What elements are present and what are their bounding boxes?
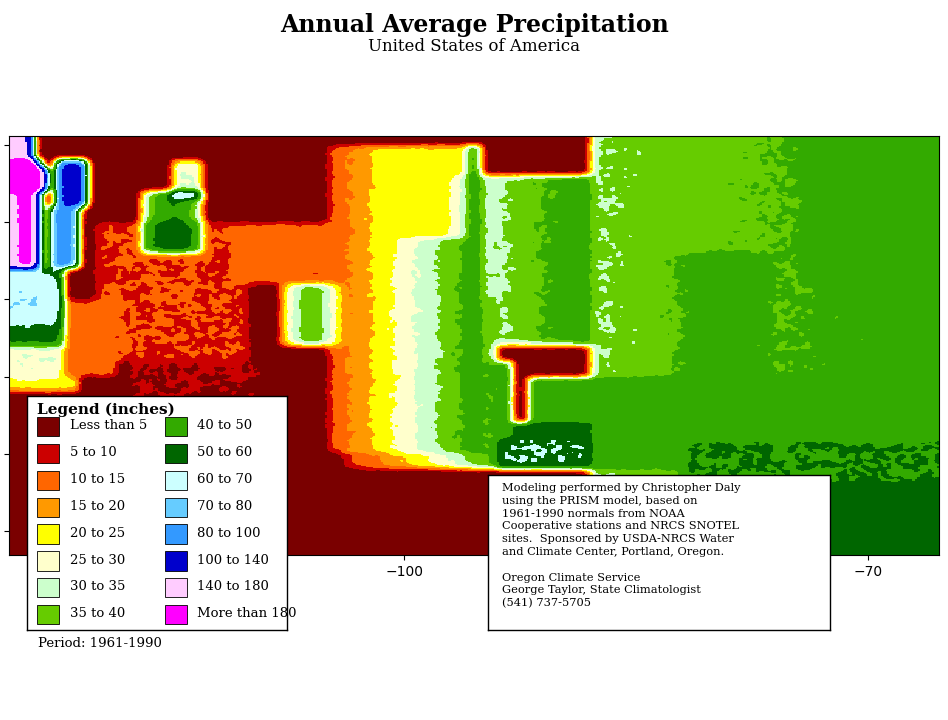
- Text: 50 to 60: 50 to 60: [197, 446, 252, 459]
- FancyBboxPatch shape: [37, 498, 59, 517]
- Text: 80 to 100: 80 to 100: [197, 526, 261, 539]
- FancyBboxPatch shape: [165, 471, 187, 490]
- FancyBboxPatch shape: [165, 552, 187, 570]
- FancyBboxPatch shape: [165, 417, 187, 436]
- FancyBboxPatch shape: [37, 444, 59, 463]
- Text: 60 to 70: 60 to 70: [197, 473, 253, 486]
- Text: 20 to 25: 20 to 25: [69, 526, 125, 539]
- Text: 35 to 40: 35 to 40: [69, 608, 125, 621]
- FancyBboxPatch shape: [37, 552, 59, 570]
- Text: Annual Average Precipitation: Annual Average Precipitation: [280, 13, 668, 37]
- Text: Modeling performed by Christopher Daly
using the PRISM model, based on
1961-1990: Modeling performed by Christopher Daly u…: [501, 483, 740, 608]
- Text: 5 to 10: 5 to 10: [69, 446, 117, 459]
- Text: 100 to 140: 100 to 140: [197, 554, 269, 567]
- FancyBboxPatch shape: [165, 578, 187, 598]
- Text: 25 to 30: 25 to 30: [69, 554, 125, 567]
- FancyBboxPatch shape: [37, 471, 59, 490]
- Text: 30 to 35: 30 to 35: [69, 580, 125, 593]
- Text: 40 to 50: 40 to 50: [197, 419, 252, 432]
- Text: United States of America: United States of America: [368, 38, 580, 55]
- Text: 140 to 180: 140 to 180: [197, 580, 269, 593]
- FancyBboxPatch shape: [37, 606, 59, 624]
- FancyBboxPatch shape: [37, 524, 59, 544]
- FancyBboxPatch shape: [165, 444, 187, 463]
- Text: Legend (inches): Legend (inches): [37, 403, 174, 418]
- Text: More than 180: More than 180: [197, 608, 297, 621]
- Text: 10 to 15: 10 to 15: [69, 473, 125, 486]
- Text: 15 to 20: 15 to 20: [69, 500, 125, 513]
- FancyBboxPatch shape: [37, 578, 59, 598]
- Text: 70 to 80: 70 to 80: [197, 500, 252, 513]
- Text: Period: 1961-1990: Period: 1961-1990: [38, 637, 162, 650]
- FancyBboxPatch shape: [37, 417, 59, 436]
- FancyBboxPatch shape: [165, 524, 187, 544]
- FancyBboxPatch shape: [165, 606, 187, 624]
- FancyBboxPatch shape: [165, 498, 187, 517]
- Text: Less than 5: Less than 5: [69, 419, 147, 432]
